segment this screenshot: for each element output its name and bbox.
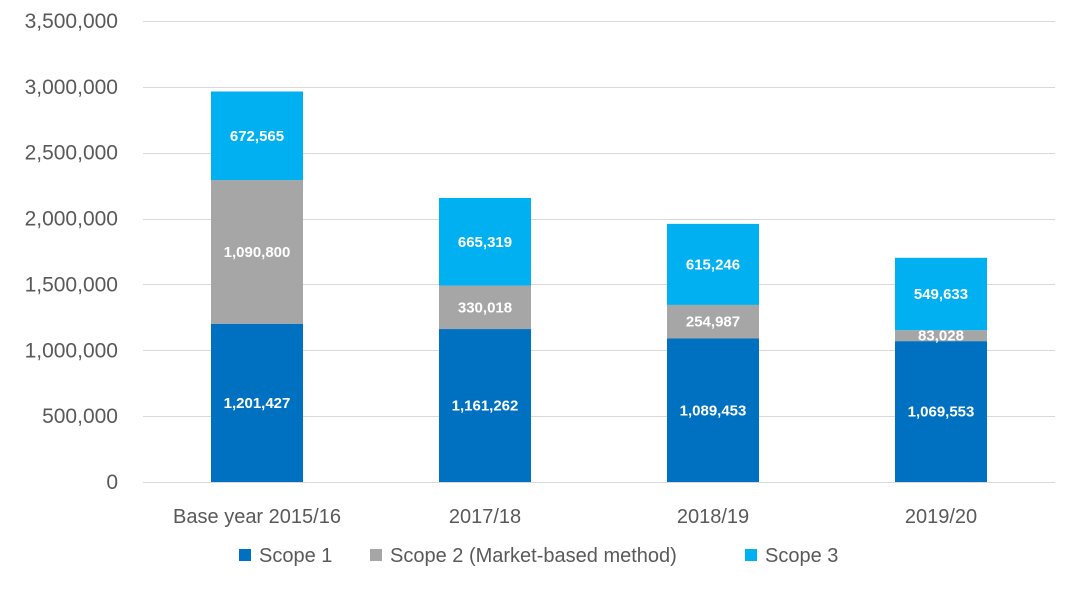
bar-segment [439,197,531,286]
bar-segment [211,323,303,482]
legend-label: Scope 3 [765,545,838,567]
data-label: 672,565 [230,128,284,145]
legend-swatch [370,549,382,561]
y-tick-label: 3,000,000 [25,76,118,99]
bar-segment [895,330,987,342]
data-label: 615,246 [686,256,740,273]
legend-label: Scope 2 (Market-based method) [390,545,677,567]
data-labels: 1,201,427 1,090,800 672,565 1,161,262 330,01… [224,128,975,421]
data-label: 254,987 [686,314,740,331]
data-label: 83,028 [918,328,964,345]
y-tick-label: 0 [106,471,118,494]
data-label: 330,018 [458,299,512,316]
x-tick-label: Base year 2015/16 [173,506,341,528]
y-tick-label: 2,500,000 [25,142,118,165]
data-label: 549,633 [914,286,968,303]
data-label: 1,090,800 [224,244,291,261]
legend-swatch [745,549,757,561]
bar-segment [439,329,531,482]
bar-segment [667,338,759,482]
bars [211,91,987,482]
legend: Scope 1 Scope 2 (Market-based method) Scop… [239,545,838,567]
data-label: 1,201,427 [224,395,291,412]
bar-segment [439,285,531,330]
data-label: 1,161,262 [452,398,519,415]
legend-label: Scope 1 [259,545,332,567]
data-label: 1,069,553 [908,404,975,421]
x-tick-label: 2019/20 [905,506,977,528]
data-label: 665,319 [458,234,512,251]
x-axis-tick-labels: Base year 2015/16 2017/18 2018/19 2019/20 [173,506,977,528]
bar-segment [211,180,303,324]
y-tick-label: 500,000 [42,405,118,428]
bar-segment [667,223,759,305]
legend-swatch [239,549,251,561]
y-tick-label: 1,000,000 [25,339,118,362]
y-tick-label: 3,500,000 [25,10,118,33]
data-label: 1,089,453 [680,402,747,419]
x-tick-label: 2017/18 [449,506,521,528]
y-axis-tick-labels: 0 500,000 1,000,000 1,500,000 2,000,000 2,500… [25,10,118,494]
bar-segment [211,91,303,181]
x-tick-label: 2018/19 [677,506,749,528]
y-tick-label: 2,000,000 [25,208,118,231]
bar-segment [895,257,987,331]
bar-segment [667,304,759,339]
y-tick-label: 1,500,000 [25,273,118,296]
bar-segment [895,341,987,482]
